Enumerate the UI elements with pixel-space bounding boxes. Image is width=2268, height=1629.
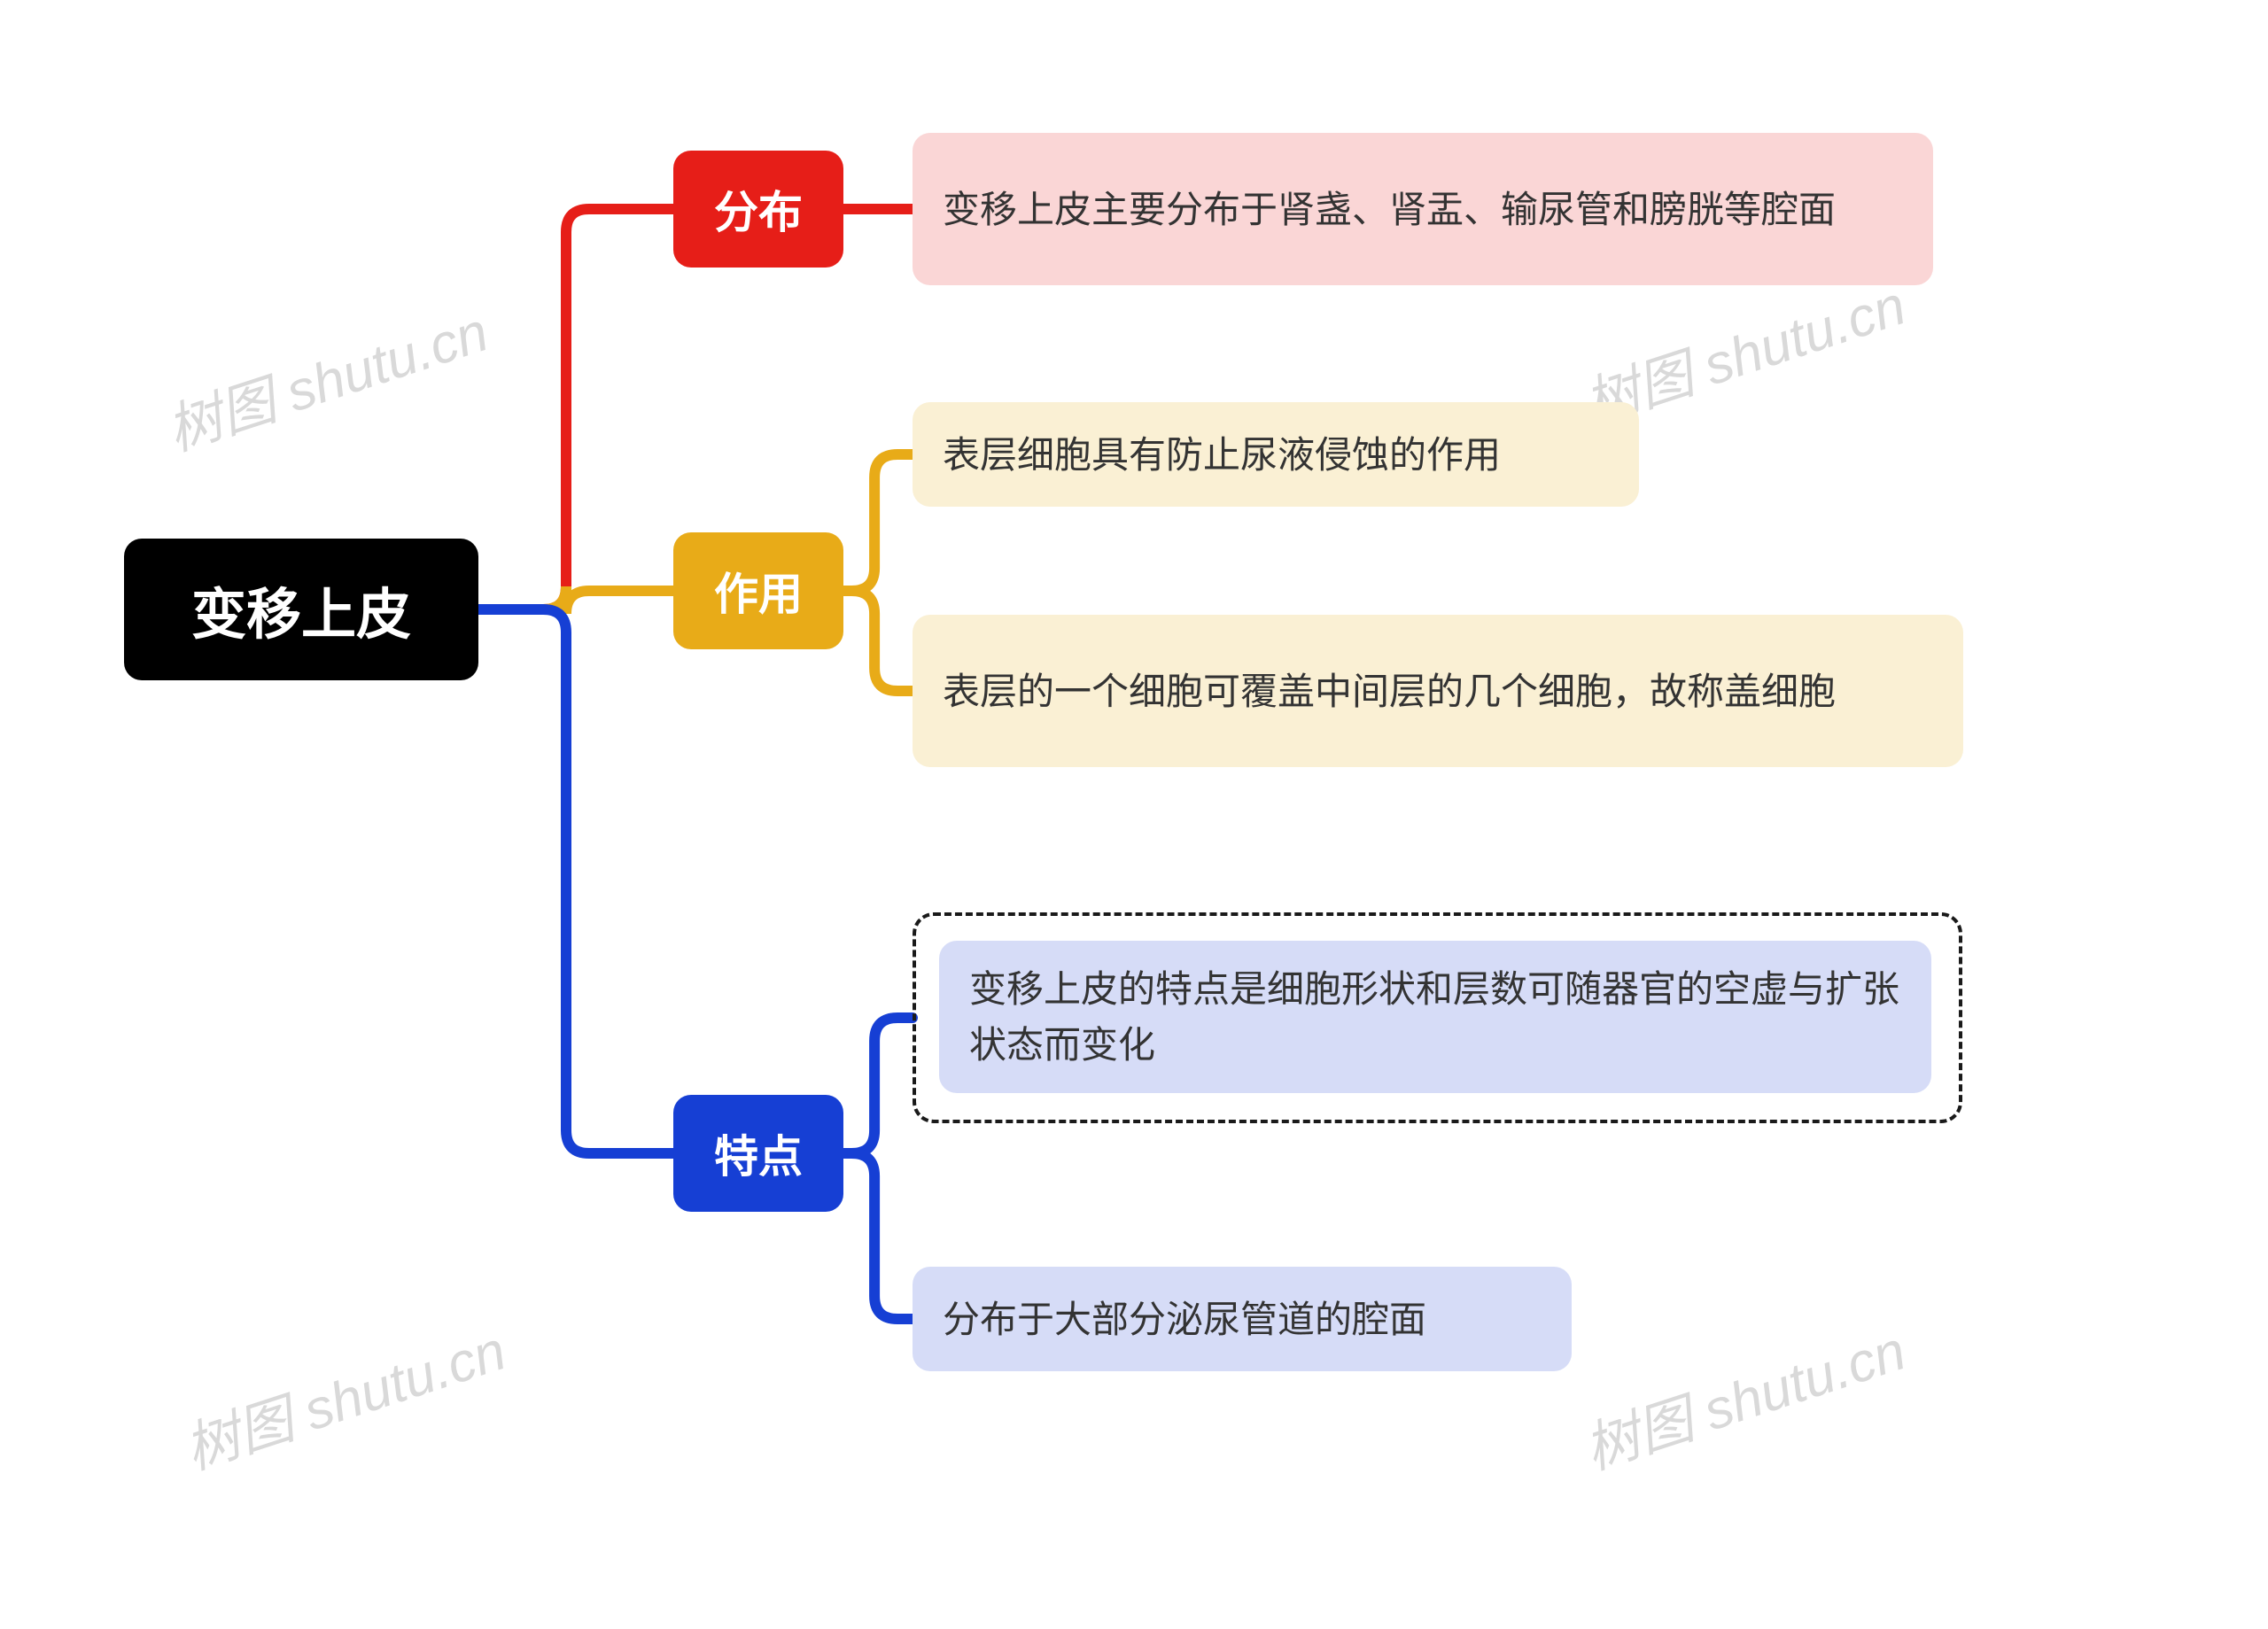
leaf-node-text: 变移上皮的特点是细胞形状和层数可随器官的空虚与扩张状态而变化	[969, 961, 1901, 1073]
watermark: 树图 shutu.cn	[173, 1306, 514, 1485]
root-node-label: 变移上皮	[191, 570, 411, 649]
leaf-node-text: 分布于大部分泌尿管道的腔面	[943, 1292, 1426, 1347]
leaf-node-text: 变移上皮主要分布于肾盏、肾盂、输尿管和膀胱等腔面	[943, 182, 1836, 237]
leaf-node-function-leaf-2[interactable]: 表层的一个细胞可覆盖中间层的几个细胞，故称盖细胞	[913, 615, 1963, 767]
leaf-node-function-leaf-1[interactable]: 表层细胞具有防止尿液侵蚀的作用	[913, 402, 1639, 507]
branch-node-distribution[interactable]: 分布	[673, 151, 843, 268]
branch-node-label: 作用	[714, 559, 803, 623]
watermark: 树图 shutu.cn	[155, 287, 496, 466]
branch-node-label: 分布	[714, 177, 803, 241]
branch-node-feature[interactable]: 特点	[673, 1095, 843, 1212]
watermark: 树图 shutu.cn	[1573, 1306, 1914, 1485]
root-node[interactable]: 变移上皮	[124, 539, 478, 680]
leaf-node-feature-leaf-2[interactable]: 分布于大部分泌尿管道的腔面	[913, 1267, 1572, 1371]
leaf-node-text: 表层细胞具有防止尿液侵蚀的作用	[943, 427, 1501, 483]
branch-node-label: 特点	[714, 1121, 803, 1185]
leaf-node-text: 表层的一个细胞可覆盖中间层的几个细胞，故称盖细胞	[943, 663, 1836, 719]
branch-node-function[interactable]: 作用	[673, 532, 843, 649]
leaf-node-feature-leaf-1[interactable]: 变移上皮的特点是细胞形状和层数可随器官的空虚与扩张状态而变化	[939, 941, 1931, 1093]
leaf-node-distribution-leaf-1[interactable]: 变移上皮主要分布于肾盏、肾盂、输尿管和膀胱等腔面	[913, 133, 1933, 285]
